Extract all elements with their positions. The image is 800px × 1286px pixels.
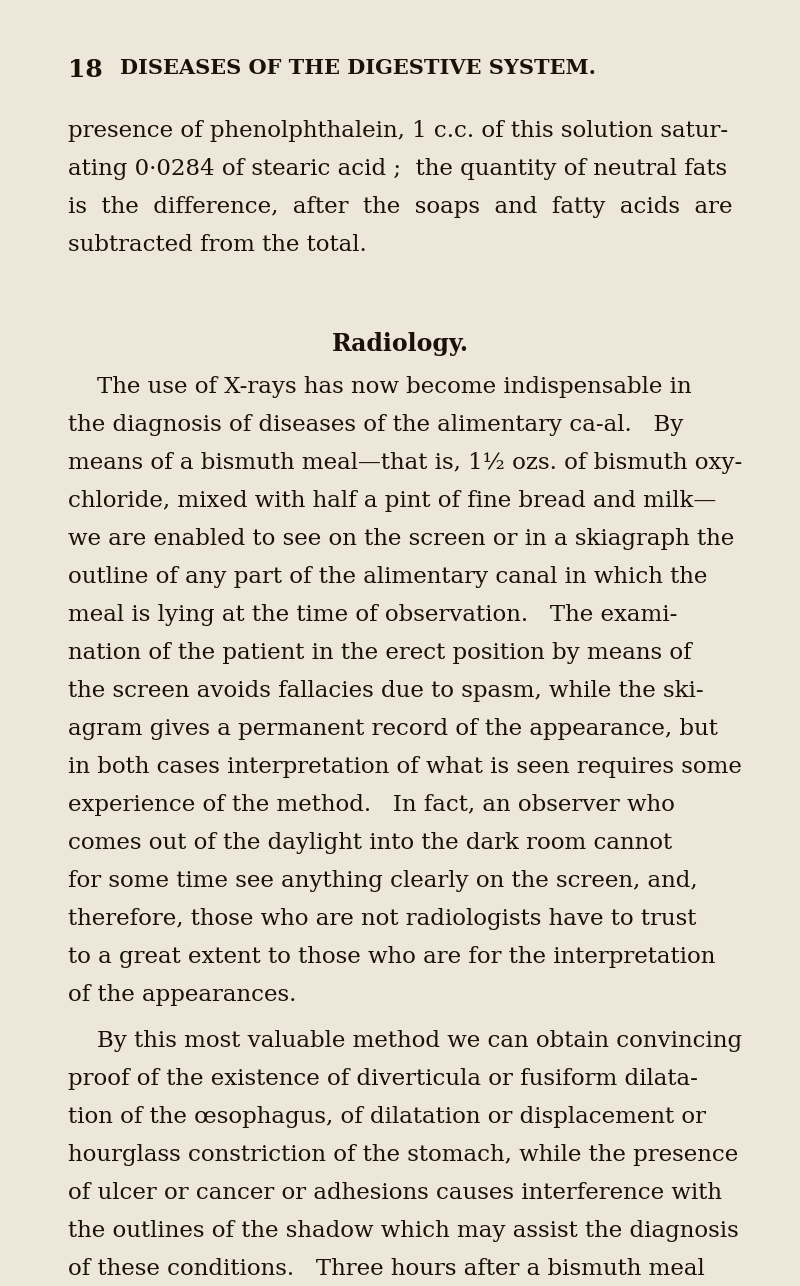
Text: in both cases interpretation of what is seen requires some: in both cases interpretation of what is … [68, 756, 742, 778]
Text: we are enabled to see on the screen or in a skiagraph the: we are enabled to see on the screen or i… [68, 529, 734, 550]
Text: By this most valuable method we can obtain convincing: By this most valuable method we can obta… [68, 1030, 742, 1052]
Text: agram gives a permanent record of the appearance, but: agram gives a permanent record of the ap… [68, 718, 718, 739]
Text: therefore, those who are not radiologists have to trust: therefore, those who are not radiologist… [68, 908, 696, 930]
Text: The use of X-rays has now become indispensable in: The use of X-rays has now become indispe… [68, 376, 692, 397]
Text: is  the  difference,  after  the  soaps  and  fatty  acids  are: is the difference, after the soaps and f… [68, 195, 733, 219]
Text: tion of the œsophagus, of dilatation or displacement or: tion of the œsophagus, of dilatation or … [68, 1106, 706, 1128]
Text: hourglass constriction of the stomach, while the presence: hourglass constriction of the stomach, w… [68, 1145, 738, 1166]
Text: chloride, mixed with half a pint of fine bread and milk—: chloride, mixed with half a pint of fine… [68, 490, 716, 512]
Text: for some time see anything clearly on the screen, and,: for some time see anything clearly on th… [68, 871, 698, 892]
Text: experience of the method.   In fact, an observer who: experience of the method. In fact, an ob… [68, 793, 675, 817]
Text: proof of the existence of diverticula or fusiform dilata-: proof of the existence of diverticula or… [68, 1067, 698, 1091]
Text: ating 0·0284 of stearic acid ;  the quantity of neutral fats: ating 0·0284 of stearic acid ; the quant… [68, 158, 727, 180]
Text: the outlines of the shadow which may assist the diagnosis: the outlines of the shadow which may ass… [68, 1220, 738, 1242]
Text: subtracted from the total.: subtracted from the total. [68, 234, 366, 256]
Text: to a great extent to those who are for the interpretation: to a great extent to those who are for t… [68, 946, 715, 968]
Text: nation of the patient in the erect position by means of: nation of the patient in the erect posit… [68, 642, 692, 664]
Text: comes out of the daylight into the dark room cannot: comes out of the daylight into the dark … [68, 832, 672, 854]
Text: DISEASES OF THE DIGESTIVE SYSTEM.: DISEASES OF THE DIGESTIVE SYSTEM. [120, 58, 596, 78]
Text: presence of phenolphthalein, 1 c.c. of this solution satur-: presence of phenolphthalein, 1 c.c. of t… [68, 120, 728, 141]
Text: meal is lying at the time of observation.   The exami-: meal is lying at the time of observation… [68, 604, 678, 626]
Text: the diagnosis of diseases of the alimentary ca­al.   By: the diagnosis of diseases of the aliment… [68, 414, 683, 436]
Text: of these conditions.   Three hours after a bismuth meal: of these conditions. Three hours after a… [68, 1258, 705, 1280]
Text: of ulcer or cancer or adhesions causes interference with: of ulcer or cancer or adhesions causes i… [68, 1182, 722, 1204]
Text: means of a bismuth meal—that is, 1½ ozs. of bismuth oxy-: means of a bismuth meal—that is, 1½ ozs.… [68, 451, 742, 475]
Text: 18: 18 [68, 58, 102, 82]
Text: Radiology.: Radiology. [331, 332, 469, 356]
Text: the screen avoids fallacies due to spasm, while the ski-: the screen avoids fallacies due to spasm… [68, 680, 704, 702]
Text: outline of any part of the alimentary canal in which the: outline of any part of the alimentary ca… [68, 566, 707, 588]
Text: of the appearances.: of the appearances. [68, 984, 296, 1006]
